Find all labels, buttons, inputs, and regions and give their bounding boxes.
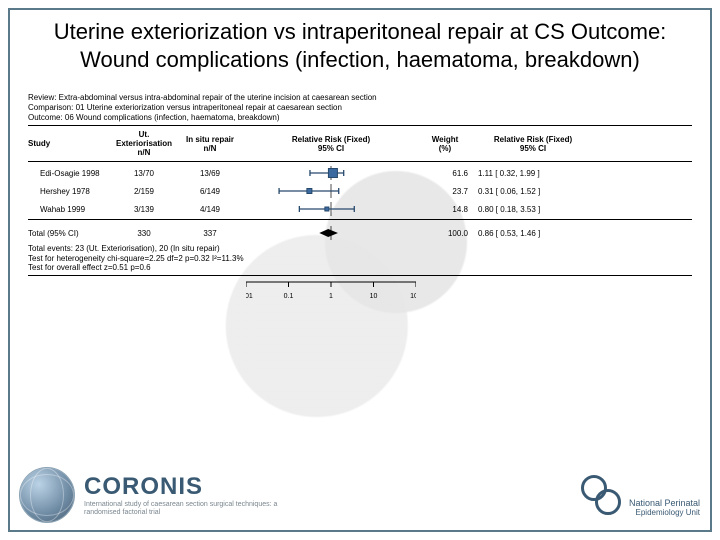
- total-n1: 330: [114, 229, 174, 238]
- npeu-logo: National Perinatal Epidemiology Unit: [579, 473, 700, 517]
- coronis-sub: International study of caesarean section…: [84, 501, 304, 516]
- npeu-text: National Perinatal Epidemiology Unit: [629, 499, 700, 517]
- separator: [28, 161, 692, 162]
- separator: [28, 219, 692, 220]
- study-plot-cell: [246, 166, 416, 180]
- meta-review: Review: Extra-abdominal versus intra-abd…: [28, 93, 692, 103]
- total-weight: 100.0: [422, 229, 472, 238]
- globe-icon: [20, 468, 74, 522]
- total-plot-cell: [246, 226, 416, 240]
- study-name: Edi-Osagie 1998: [28, 169, 108, 178]
- total-events: Total events: 23 (Ut. Exteriorisation), …: [28, 244, 692, 254]
- study-rows-container: Edi-Osagie 1998 13/70 13/69 61.6 1.11 [ …: [28, 164, 692, 218]
- meta-outcome: Outcome: 06 Wound complications (infecti…: [28, 113, 692, 123]
- study-row: Hershey 1978 2/159 6/149 23.7 0.31 [ 0.0…: [28, 182, 692, 200]
- col-rr-text: Relative Risk (Fixed) 95% CI: [478, 135, 588, 153]
- col-group1: Ut. Exteriorisation n/N: [114, 130, 174, 157]
- study-row: Edi-Osagie 1998 13/70 13/69 61.6 1.11 [ …: [28, 164, 692, 182]
- study-n1: 3/139: [114, 205, 174, 214]
- meta-comparison: Comparison: 01 Uterine exteriorization v…: [28, 103, 692, 113]
- study-name: Hershey 1978: [28, 187, 108, 196]
- study-rr-text: 0.80 [ 0.18, 3.53 ]: [478, 205, 588, 214]
- study-weight: 14.8: [422, 205, 472, 214]
- col-study: Study: [28, 139, 108, 148]
- svg-text:0.01: 0.01: [246, 293, 253, 300]
- slide-title: Uterine exteriorization vs intraperitone…: [0, 0, 720, 83]
- total-row: Total (95% CI) 330 337 100.0 0.86 [ 0.53…: [28, 224, 692, 242]
- logos-row: CORONIS International study of caesarean…: [20, 468, 700, 522]
- meta-lines: Review: Extra-abdominal versus intra-abd…: [28, 93, 692, 123]
- total-label: Total (95% CI): [28, 229, 108, 238]
- total-n2: 337: [180, 229, 240, 238]
- separator: [28, 275, 692, 276]
- axis-row: 0.01 0.1 1 10 100: [28, 278, 692, 310]
- study-n2: 13/69: [180, 169, 240, 178]
- col-weight: Weight (%): [422, 135, 472, 153]
- forest-plot: Review: Extra-abdominal versus intra-abd…: [28, 93, 692, 310]
- svg-text:1: 1: [329, 293, 333, 300]
- npeu-mark-icon: [579, 473, 623, 517]
- svg-text:10: 10: [370, 293, 378, 300]
- study-row: Wahab 1999 3/139 4/149 14.8 0.80 [ 0.18,…: [28, 200, 692, 218]
- study-n1: 2/159: [114, 187, 174, 196]
- svg-text:100: 100: [410, 293, 416, 300]
- footer-block: Total events: 23 (Ut. Exteriorisation), …: [28, 244, 692, 273]
- col-group2: In situ repair n/N: [180, 135, 240, 153]
- total-rr-text: 0.86 [ 0.53, 1.46 ]: [478, 229, 588, 238]
- coronis-logo: CORONIS International study of caesarean…: [20, 468, 304, 522]
- study-plot-cell: [246, 184, 416, 198]
- coronis-text: CORONIS International study of caesarean…: [84, 473, 304, 516]
- study-n2: 4/149: [180, 205, 240, 214]
- col-rr-plot: Relative Risk (Fixed) 95% CI: [246, 135, 416, 153]
- study-rr-text: 0.31 [ 0.06, 1.52 ]: [478, 187, 588, 196]
- study-rr-text: 1.11 [ 0.32, 1.99 ]: [478, 169, 588, 178]
- separator: [28, 125, 692, 126]
- heterogeneity: Test for heterogeneity chi-square=2.25 d…: [28, 254, 692, 264]
- study-plot-cell: [246, 202, 416, 216]
- study-n2: 6/149: [180, 187, 240, 196]
- study-n1: 13/70: [114, 169, 174, 178]
- study-weight: 61.6: [422, 169, 472, 178]
- coronis-name: CORONIS: [84, 473, 304, 501]
- overall-effect: Test for overall effect z=0.51 p=0.6: [28, 263, 692, 273]
- study-name: Wahab 1999: [28, 205, 108, 214]
- svg-text:0.1: 0.1: [284, 293, 294, 300]
- axis-cell: 0.01 0.1 1 10 100: [246, 280, 416, 308]
- study-weight: 23.7: [422, 187, 472, 196]
- column-header-row: Study Ut. Exteriorisation n/N In situ re…: [28, 128, 692, 159]
